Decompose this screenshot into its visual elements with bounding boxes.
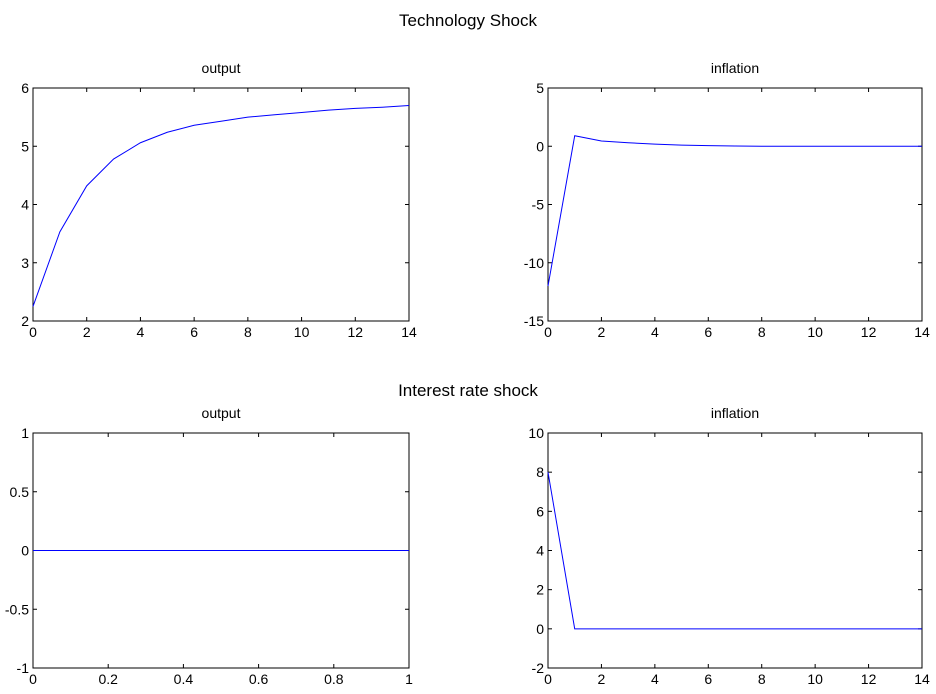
y-tick-label: 6 — [536, 503, 544, 519]
series-line-1 — [32, 104, 410, 307]
subplot-title: output — [202, 60, 241, 76]
axes-box — [32, 87, 410, 322]
x-tick-label: 6 — [704, 671, 712, 687]
y-tick-label: -1 — [17, 660, 30, 676]
x-tick-label: 14 — [914, 324, 930, 340]
x-tick-label: 10 — [294, 324, 310, 340]
y-tick-label: 0.5 — [10, 484, 30, 500]
subplot-3: output 0 0.2 0.4 0.6 0.8 1 -1 -0.5 0 0.5 1 — [5, 405, 413, 687]
y-tick-label: -2 — [532, 660, 545, 676]
y-tick-label: 4 — [21, 197, 29, 213]
x-tick-label: 0.8 — [324, 671, 344, 687]
y-tick-label: 1 — [21, 425, 29, 441]
x-tick-label: 2 — [598, 671, 606, 687]
x-tick-label: 0.4 — [174, 671, 194, 687]
x-tick-label: 8 — [758, 324, 766, 340]
x-tick-label: 0 — [544, 671, 552, 687]
y-tick-label: 0 — [536, 621, 544, 637]
y-tick-label: 5 — [536, 80, 544, 96]
y-tick-label: 0 — [536, 138, 544, 154]
x-tick-label: 4 — [651, 324, 659, 340]
x-tick-label: 2 — [83, 324, 91, 340]
x-tick-label: 14 — [401, 324, 417, 340]
y-tick-label: -5 — [532, 197, 545, 213]
x-tick-label: 10 — [807, 324, 823, 340]
axes-box — [547, 87, 923, 322]
x-tick-label: 8 — [758, 671, 766, 687]
x-tick-label: 4 — [651, 671, 659, 687]
y-tick-label: 6 — [21, 80, 29, 96]
x-tick-label: 12 — [861, 324, 877, 340]
x-tick-label: 6 — [190, 324, 198, 340]
x-tick-label: 0.2 — [98, 671, 118, 687]
subplot-title: inflation — [711, 60, 759, 76]
y-tick-label: 3 — [21, 255, 29, 271]
x-tick-label: 0 — [544, 324, 552, 340]
x-tick-label: 14 — [914, 671, 930, 687]
subplot-title: output — [202, 405, 241, 421]
y-tick-label: 5 — [21, 138, 29, 154]
subplot-title: inflation — [711, 405, 759, 421]
y-tick-label: 10 — [528, 425, 544, 441]
x-tick-label: 0.6 — [249, 671, 269, 687]
y-tick-label: 8 — [536, 464, 544, 480]
y-tick-label: -0.5 — [5, 601, 29, 617]
series-line-1 — [547, 472, 922, 630]
x-tick-label: 10 — [807, 671, 823, 687]
y-tick-label: 2 — [536, 582, 544, 598]
subplot-2: inflation 0 2 4 6 8 10 12 14 -15 -10 -5 0 5 — [524, 60, 930, 340]
x-tick-label: 12 — [347, 324, 363, 340]
section-title-technology-shock: Technology Shock — [399, 11, 537, 30]
y-tick-label: -15 — [524, 313, 544, 329]
x-tick-label: 1 — [405, 671, 413, 687]
x-tick-label: 2 — [598, 324, 606, 340]
x-tick-label: 8 — [244, 324, 252, 340]
x-tick-label: 6 — [704, 324, 712, 340]
x-tick-label: 4 — [137, 324, 145, 340]
axes-box — [547, 432, 923, 669]
x-tick-label: 12 — [861, 671, 877, 687]
y-tick-label: 4 — [536, 543, 544, 559]
y-tick-label: 0 — [21, 543, 29, 559]
x-tick-label: 0 — [29, 671, 37, 687]
section-title-interest-rate-shock: Interest rate shock — [398, 381, 538, 400]
x-tick-label: 0 — [29, 324, 37, 340]
y-tick-label: -10 — [524, 255, 544, 271]
y-tick-label: 2 — [21, 313, 29, 329]
series-line-1 — [547, 135, 922, 287]
